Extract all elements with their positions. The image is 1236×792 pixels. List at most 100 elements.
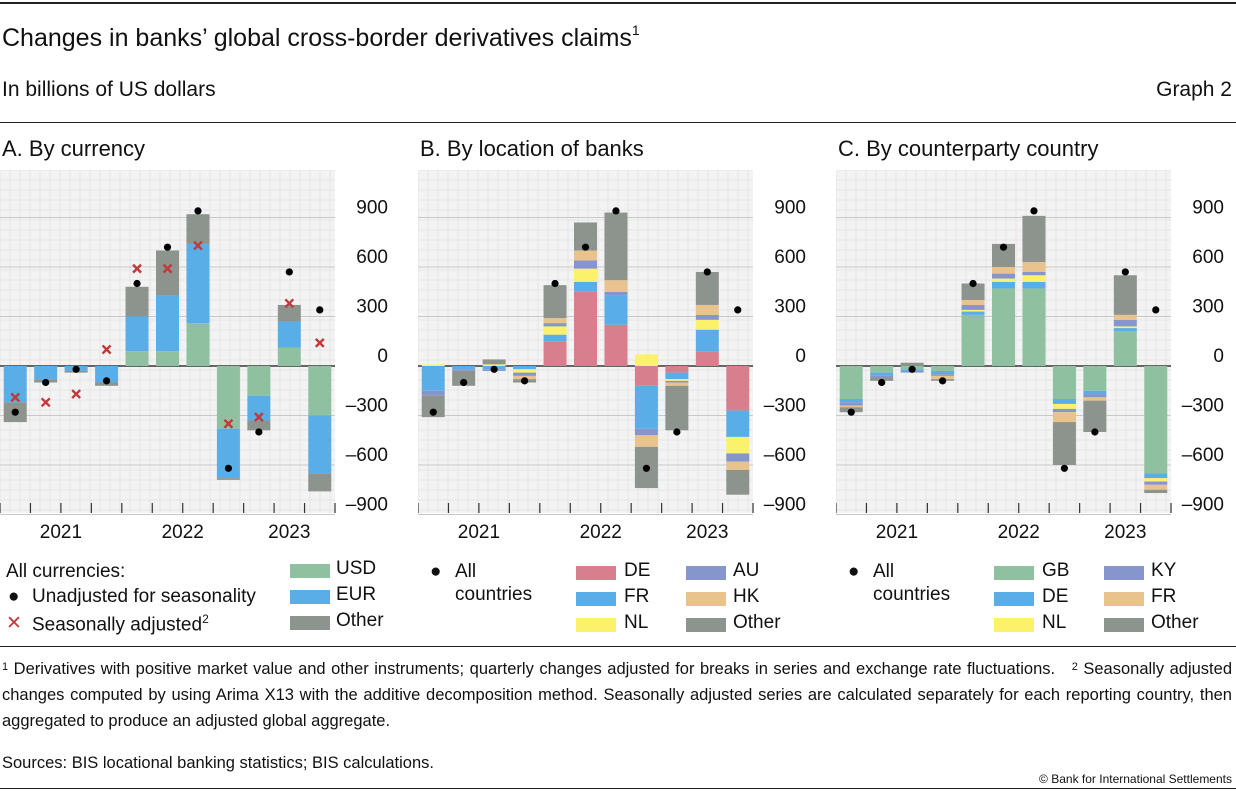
marker-dot bbox=[642, 464, 651, 472]
bar-segment-nl bbox=[665, 379, 689, 381]
legend-label-nl: NL bbox=[624, 612, 649, 633]
legend-label-gb: GB bbox=[1042, 560, 1070, 581]
y-tick-label: 300 bbox=[356, 297, 388, 318]
bar-segment-fr bbox=[1052, 412, 1076, 423]
bar-segment-eur bbox=[156, 295, 179, 352]
marker-cross bbox=[162, 263, 173, 274]
y-tick-label: 900 bbox=[1192, 198, 1224, 219]
bar-segment-nl bbox=[695, 319, 719, 330]
bar-segment-nl bbox=[513, 369, 537, 373]
bar-segment-usd bbox=[186, 323, 210, 366]
y-tick-label: 0 bbox=[795, 346, 806, 367]
bar-segment-de bbox=[1113, 328, 1137, 332]
panel-c-title: C. By counterparty country bbox=[838, 136, 1099, 161]
bar-segment-fr bbox=[421, 366, 445, 391]
bar-segment-gb bbox=[992, 288, 1015, 366]
bar-segment-ky bbox=[1022, 271, 1046, 276]
x-year-label: 2022 bbox=[580, 522, 622, 543]
bottom-rule bbox=[0, 788, 1236, 789]
y-tick-label: –900 bbox=[764, 495, 806, 516]
marker-dot bbox=[255, 428, 263, 436]
legend-c-dot-label-1: All bbox=[873, 561, 895, 582]
marker-cross-stroke bbox=[193, 240, 203, 251]
bar-segment-other bbox=[482, 359, 506, 365]
bar-segment-fr bbox=[1144, 484, 1168, 490]
bar-segment-de bbox=[1144, 473, 1168, 479]
panel-a-title: A. By currency bbox=[2, 136, 146, 161]
bar-segment-fr bbox=[839, 405, 863, 408]
marker-dot bbox=[938, 377, 947, 385]
bar-segment-eur bbox=[247, 395, 271, 421]
marker-cross bbox=[254, 412, 264, 422]
bar-segment-de bbox=[665, 366, 689, 373]
bar-segment-other bbox=[961, 283, 985, 300]
x-year-label: 2023 bbox=[686, 522, 728, 543]
bar-segment-fr bbox=[452, 366, 476, 370]
y-tick-label: 300 bbox=[774, 297, 806, 318]
bar-segment-de bbox=[870, 372, 894, 376]
bar-segment-ky bbox=[839, 402, 863, 406]
legend-label-hk: HK bbox=[733, 586, 760, 607]
legend-swatch-ky bbox=[1104, 566, 1144, 580]
marker-dot bbox=[194, 207, 202, 215]
legend-label-usd: USD bbox=[336, 558, 377, 579]
bar-segment-other bbox=[1083, 400, 1107, 432]
bar-segment-ky bbox=[961, 304, 985, 310]
bar-segment-au bbox=[604, 291, 628, 296]
marker-cross bbox=[314, 338, 325, 348]
marker-dot bbox=[878, 378, 886, 387]
bar-segment-gb bbox=[1083, 366, 1107, 391]
bar-segment-other bbox=[156, 250, 179, 296]
x-year-label: 2021 bbox=[876, 522, 918, 543]
marker-dot bbox=[429, 408, 437, 416]
legend-swatch-fr bbox=[1104, 592, 1144, 606]
bar-segment-au bbox=[421, 390, 445, 396]
graph-title: Changes in banks’ global cross-border de… bbox=[2, 22, 640, 52]
bar-segment-ky bbox=[1083, 394, 1107, 398]
x-year-label: 2021 bbox=[40, 522, 82, 543]
bar-segment-hk bbox=[634, 435, 658, 447]
bar-segment-fr bbox=[604, 295, 628, 325]
bar-segment-de bbox=[1022, 281, 1046, 289]
bar-segment-other bbox=[216, 478, 240, 480]
legend-swatch-nl bbox=[994, 618, 1034, 632]
legend-swatch-other bbox=[686, 618, 726, 632]
y-tick-label: –600 bbox=[346, 445, 388, 466]
bar-segment-other bbox=[452, 370, 476, 386]
marker-cross bbox=[40, 397, 51, 408]
bar-segment-fr bbox=[665, 372, 689, 380]
legend-label-au: AU bbox=[733, 560, 760, 581]
bar-segment-eur bbox=[125, 316, 149, 352]
chart-b-by-location: 900 600 300 0 –300 –600 –900 2021 2022 2023 bbox=[418, 170, 806, 543]
legend-label-fr: FR bbox=[1151, 586, 1177, 607]
bar-segment-other bbox=[125, 286, 149, 317]
bar-segment-nl bbox=[482, 364, 506, 366]
chart-c-by-counterparty: 900 600 300 0 –300 –600 –900 2021 2022 2023 bbox=[836, 170, 1224, 543]
bar-segment-ky bbox=[931, 374, 955, 376]
y-tick-label: 600 bbox=[356, 247, 388, 268]
marker-dot bbox=[847, 408, 855, 416]
marker-dot bbox=[42, 378, 50, 387]
bar-segment-ky bbox=[1144, 481, 1168, 485]
bar-segment-ky bbox=[1052, 408, 1076, 413]
legend-a-cross-label: Seasonally adjusted2 bbox=[32, 612, 209, 636]
header-rule bbox=[0, 122, 1236, 123]
bar-segment-other bbox=[1113, 275, 1137, 315]
marker-cross-stroke bbox=[71, 389, 81, 399]
marker-dot bbox=[1091, 428, 1099, 436]
marker-dot bbox=[460, 378, 468, 387]
bar-segment-gb bbox=[1144, 366, 1168, 474]
bar-segment-de bbox=[931, 370, 955, 375]
bar-segment-hk bbox=[604, 280, 628, 292]
bar-segment-gb bbox=[870, 366, 894, 373]
legend-label-de: DE bbox=[1042, 586, 1069, 607]
y-tick-label: –600 bbox=[764, 445, 806, 466]
x-year-label: 2023 bbox=[1104, 522, 1146, 543]
legend-swatch-de bbox=[994, 592, 1034, 606]
y-tick-label: 0 bbox=[377, 346, 388, 367]
bar-segment-de bbox=[839, 399, 863, 403]
bar-segment-eur bbox=[186, 243, 210, 324]
bar-segment-other bbox=[1022, 215, 1046, 263]
bar-segment-fr bbox=[513, 366, 537, 370]
marker-dot bbox=[224, 464, 233, 472]
